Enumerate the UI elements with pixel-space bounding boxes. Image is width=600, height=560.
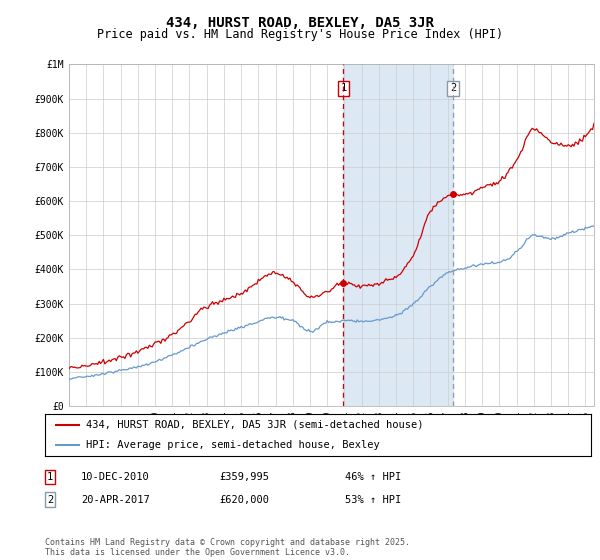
Bar (343, 64, 453, 406)
Text: Contains HM Land Registry data © Crown copyright and database right 2025.
This d: Contains HM Land Registry data © Crown c… (45, 538, 410, 557)
Text: 46% ↑ HPI: 46% ↑ HPI (345, 472, 401, 482)
Text: Price paid vs. HM Land Registry's House Price Index (HPI): Price paid vs. HM Land Registry's House … (97, 28, 503, 41)
Text: HPI: Average price, semi-detached house, Bexley: HPI: Average price, semi-detached house,… (86, 440, 380, 450)
Text: 10-DEC-2010: 10-DEC-2010 (81, 472, 150, 482)
Text: 434, HURST ROAD, BEXLEY, DA5 3JR (semi-detached house): 434, HURST ROAD, BEXLEY, DA5 3JR (semi-d… (86, 420, 424, 430)
Text: 2: 2 (47, 494, 53, 505)
Text: 20-APR-2017: 20-APR-2017 (81, 494, 150, 505)
Text: 1: 1 (340, 83, 347, 94)
Text: £620,000: £620,000 (219, 494, 269, 505)
Text: 434, HURST ROAD, BEXLEY, DA5 3JR: 434, HURST ROAD, BEXLEY, DA5 3JR (166, 16, 434, 30)
Text: 2: 2 (450, 83, 456, 94)
Text: 53% ↑ HPI: 53% ↑ HPI (345, 494, 401, 505)
Text: £359,995: £359,995 (219, 472, 269, 482)
Text: 1: 1 (47, 472, 53, 482)
